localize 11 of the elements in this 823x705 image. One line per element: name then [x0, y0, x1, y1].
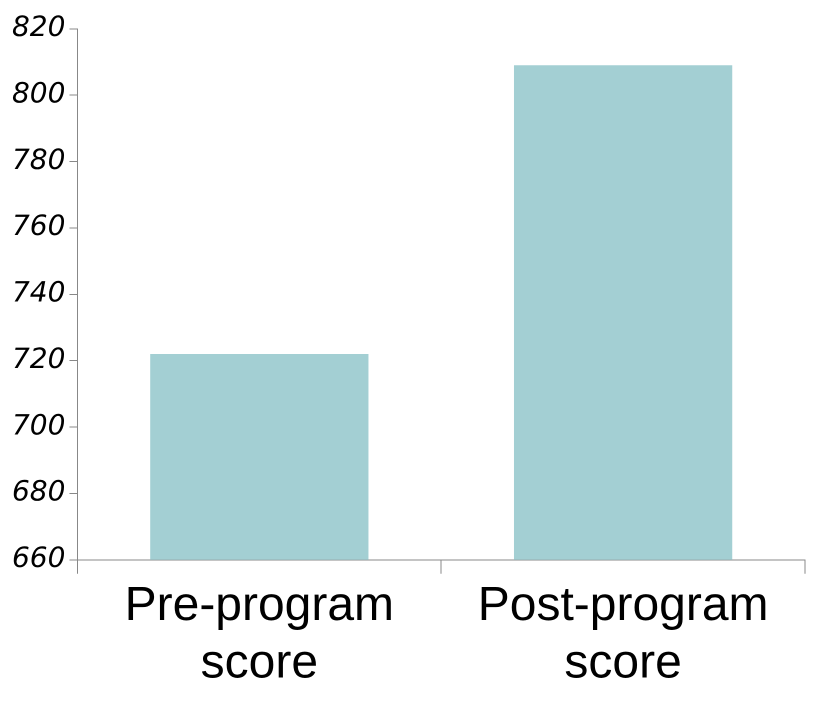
y-tick-label: 660: [12, 541, 66, 574]
x-tick-label: Pre-program score: [124, 578, 394, 688]
y-tick-label: 700: [12, 408, 66, 442]
x-tick-label: Post-program score: [478, 578, 768, 688]
y-tick-label: 740: [12, 276, 66, 309]
y-tick-label: 760: [12, 209, 66, 242]
y-tick-label: 800: [12, 76, 66, 110]
y-tick-label: 680: [12, 474, 66, 508]
y-tick-label: 720: [12, 342, 66, 375]
y-tick-label: 820: [12, 10, 66, 44]
y-tick-label: 780: [12, 142, 66, 176]
